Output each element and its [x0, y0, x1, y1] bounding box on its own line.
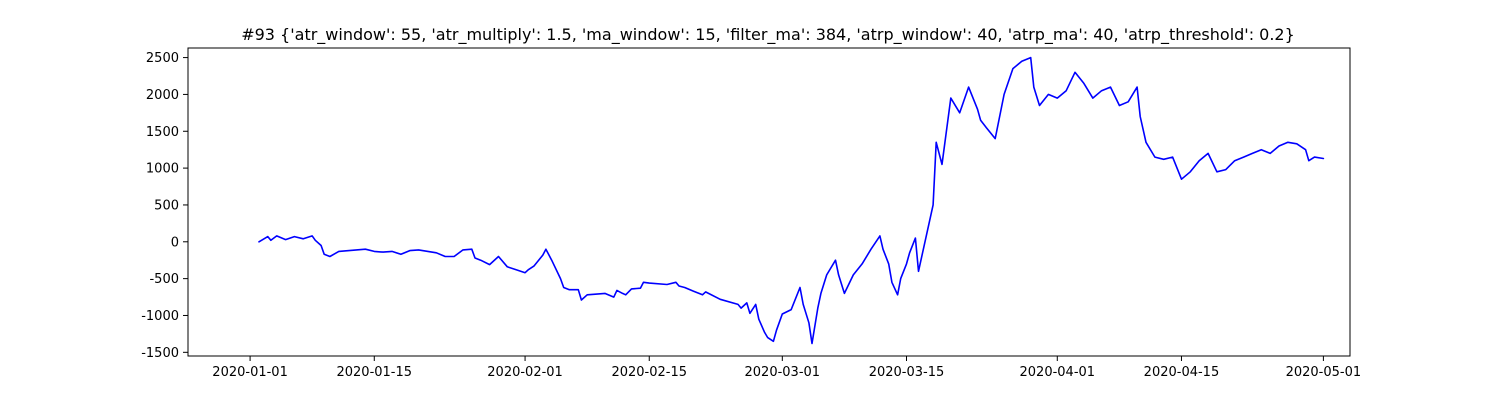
- x-tick-label: 2020-01-15: [336, 365, 412, 380]
- x-axis: 2020-01-01 2020-01-15 2020-02-01 2020-02-15…: [212, 356, 1361, 380]
- x-tick-label: 2020-03-01: [745, 365, 821, 380]
- series-line: [258, 56, 1325, 345]
- x-tick-label: 2020-03-15: [869, 365, 945, 380]
- x-tick-label: 2020-04-15: [1144, 365, 1220, 380]
- x-tick-label: 2020-04-01: [1020, 365, 1096, 380]
- y-tick-label: -1000: [141, 309, 179, 324]
- y-axis: -1500 -1000 -500 0 500 1000 1500 2000 2500: [141, 51, 188, 361]
- y-tick-label: 1000: [146, 162, 179, 177]
- x-tick-label: 2020-02-15: [611, 365, 687, 380]
- x-tick-label: 2020-05-01: [1286, 365, 1362, 380]
- y-tick-label: 2500: [146, 51, 179, 66]
- y-tick-label: -500: [149, 272, 179, 287]
- y-tick-label: 2000: [146, 88, 179, 103]
- series-layer: [258, 56, 1325, 345]
- plot-frame: [187, 47, 1351, 357]
- y-tick-label: -1500: [141, 346, 179, 361]
- chart-title: #93 {'atr_window': 55, 'atr_multiply': 1…: [241, 25, 1295, 45]
- y-tick-label: 1500: [146, 125, 179, 140]
- x-tick-label: 2020-02-01: [487, 365, 563, 380]
- y-tick-label: 500: [154, 198, 179, 213]
- y-tick-label: 0: [171, 235, 179, 250]
- x-tick-label: 2020-01-01: [212, 365, 288, 380]
